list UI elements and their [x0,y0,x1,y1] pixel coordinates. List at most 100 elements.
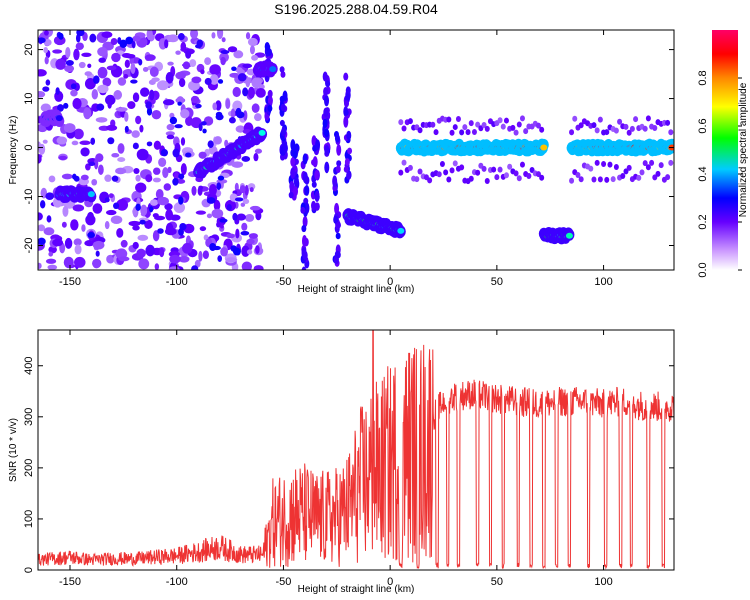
spectrogram-cell [64,237,73,249]
spectrogram-cell [217,30,224,39]
spectrogram-cell [251,77,262,89]
spectrogram-cell [110,37,118,46]
spectrogram-cell [398,119,404,126]
spectrogram-cell [198,185,204,190]
spectrogram-cell [182,61,190,70]
spectrogram-cell [513,129,519,136]
spectrogram-cell [135,203,141,211]
spectrogram-cell [217,255,223,262]
spectrogram-cell [79,140,91,145]
spectrogram-cell [401,125,407,132]
spectrogram-cell [497,166,503,173]
spectrogram-cell [468,175,474,182]
spectrogram-cell [80,147,90,157]
spectrogram-cell [500,123,506,130]
spectrogram-cell [92,75,100,84]
spectrogram-cell [124,125,129,133]
spectrogram-cell [346,130,352,141]
spectrogram-cell [111,175,119,182]
spectrogram-cell [172,177,179,186]
spectrogram-cell [293,186,299,197]
spectrogram-cell [45,258,57,264]
spectrogram-cell [70,219,79,231]
spectrogram-cell [121,53,132,59]
spectrogram-cell [155,188,164,200]
snr-x-tick-label: -150 [59,576,81,588]
spectrogram-cell [324,144,330,156]
spectrogram-cell [61,173,73,180]
spectrogram-cell [237,73,247,82]
spectrogram-cell [253,113,262,122]
snr-y-label: SNR (10 * v/v) [8,418,19,482]
spectrogram-cell [427,177,433,184]
spectrogram-y-tick-label: -20 [23,238,35,254]
spectrogram-cell [594,127,600,134]
spectrogram-cell [604,129,610,136]
spectrogram-cell [104,94,116,106]
spectrogram-cell [118,256,130,262]
spectrogram-cell [117,77,127,86]
spectrogram-cell [189,59,197,67]
spectrogram-cell [91,89,99,100]
spectrogram-cell [165,131,175,136]
spectrogram-cell [343,115,349,128]
snr-x-tick-label: 0 [387,576,393,588]
spectrogram-cell [65,60,74,66]
snr-y-tick-label: 200 [23,459,35,477]
spectrogram-cell [144,219,153,230]
spectrogram-cell [204,77,212,86]
spectrogram-cell [332,175,338,188]
spectrogram-cell [240,230,250,236]
spectrogram-cell [569,177,575,184]
spectrogram-cell [225,257,238,263]
spectrogram-cell [76,30,85,37]
spectrogram-cell [158,157,167,167]
spectrogram-cell [565,232,573,239]
snr-x-tick-label: -100 [166,576,188,588]
spectrogram-cell [70,83,77,90]
spectrogram-cell [526,172,532,179]
spectrogram-cell [452,124,458,131]
spectrogram-cell [279,119,285,127]
spectrogram-cell [202,128,207,134]
spectrogram-cell [459,129,465,136]
snr-x-label: Height of straight line (km) [298,584,415,595]
spectrogram-cell [212,245,221,251]
spectrogram-cell [248,233,258,239]
spectrogram-cell [311,159,317,166]
spectrogram-cell [249,45,255,55]
spectrogram-cell [65,46,71,59]
spectrogram-cell [220,49,230,55]
spectrogram-cell [73,238,82,246]
spectrogram-cell [225,98,231,110]
spectrogram-cell [153,140,161,150]
colorbar-gradient [712,30,738,270]
spectrogram-cell [597,116,603,123]
spectrogram-cell [90,137,96,145]
spectrogram-cell [190,95,200,104]
spectrogram-cell [471,129,477,136]
spectrogram-cell [38,237,46,245]
spectrogram-cell [209,74,219,85]
spectrogram-cell [113,90,123,100]
spectrogram-cell [177,101,182,106]
spectrogram-cell [604,176,610,183]
spectrogram-cell [245,32,251,40]
spectrogram-cell [167,34,179,43]
spectrogram-cell [294,144,300,152]
spectrogram-cell [138,258,150,270]
spectrogram-cell [58,155,68,160]
colorbar-tick-label: 0.2 [697,214,709,229]
spectrogram-cell [645,164,651,171]
spectrogram-cell [658,162,664,169]
spectrogram-cell [202,250,209,260]
spectrogram-cell [179,222,187,231]
spectrogram-cell [178,78,186,88]
spectrogram-cell [52,49,63,54]
spectrogram-cell [207,140,214,149]
spectrogram-cell [288,191,294,199]
spectrogram-cell [324,161,330,174]
spectrogram-cell [72,204,85,212]
spectrogram-cell [191,265,199,270]
